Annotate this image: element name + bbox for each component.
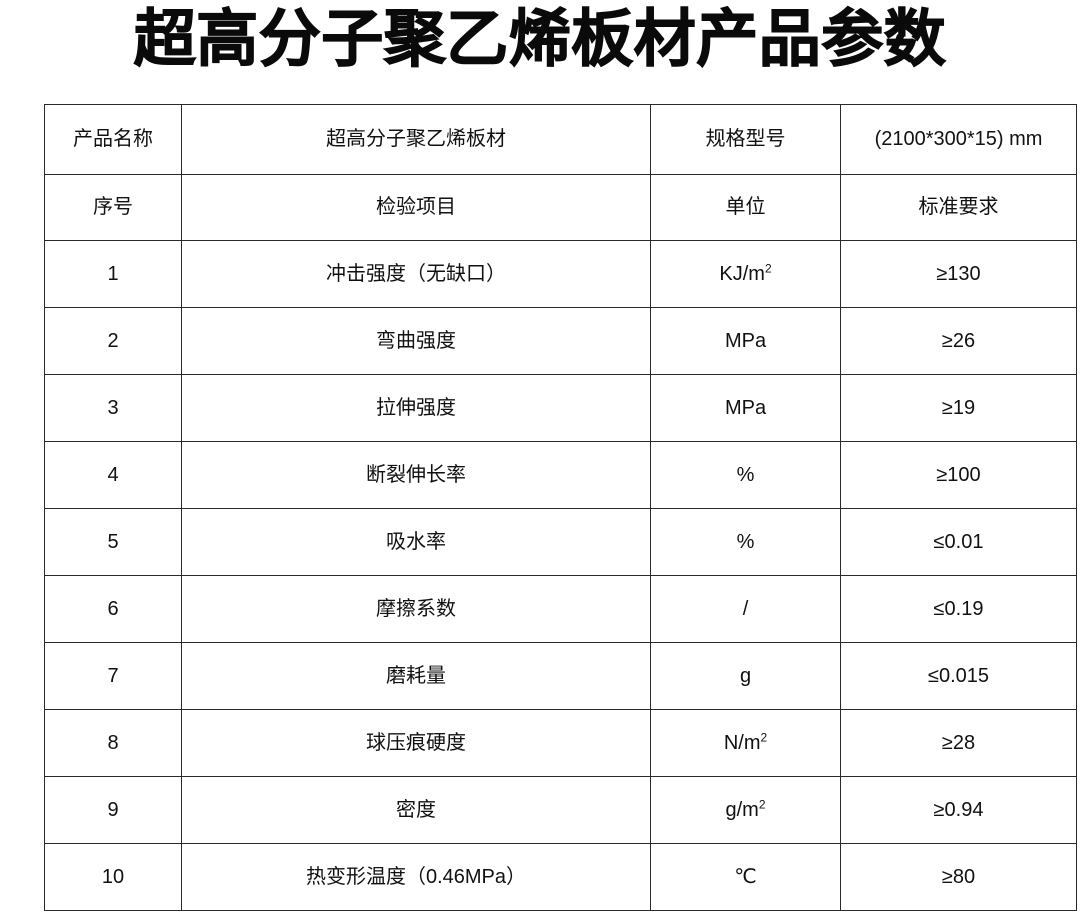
product-name-value: 超高分子聚乙烯板材 (181, 104, 651, 175)
unit-base: % (736, 463, 755, 486)
column-header-row: 序号 检验项目 单位 标准要求 检验结果 单项结论 (44, 174, 1077, 241)
cell-standard: ≥130 (840, 240, 1077, 308)
cell-item: 磨耗量 (181, 642, 651, 710)
cell-no: 2 (44, 307, 182, 375)
column-header-item: 检验项目 (181, 174, 651, 241)
cell-standard: ≤0.19 (840, 575, 1077, 643)
product-header-row: 产品名称 超高分子聚乙烯板材 规格型号 (2100*300*15) mm (44, 104, 1077, 175)
cell-unit: MPa (650, 307, 841, 375)
column-header-no: 序号 (44, 174, 182, 241)
cell-no: 3 (44, 374, 182, 442)
unit-base: N/m (723, 731, 761, 754)
cell-standard: ≥100 (840, 441, 1077, 509)
product-name-label: 产品名称 (44, 104, 182, 175)
unit-base: KJ/m (719, 262, 765, 285)
cell-unit: ℃ (650, 843, 841, 911)
cell-standard: ≤0.015 (840, 642, 1077, 710)
unit-base: g (739, 664, 752, 687)
product-spec-value: (2100*300*15) mm (840, 104, 1077, 175)
unit-exponent: 2 (760, 729, 768, 744)
cell-no: 4 (44, 441, 182, 509)
product-spec-label: 规格型号 (650, 104, 841, 175)
unit-base: % (736, 530, 755, 553)
cell-item: 吸水率 (181, 508, 651, 576)
cell-unit: g (650, 642, 841, 710)
cell-standard: ≥28 (840, 709, 1077, 777)
cell-standard: ≥80 (840, 843, 1077, 911)
cell-item: 球压痕硬度 (181, 709, 651, 777)
unit-exponent: 2 (764, 260, 772, 275)
cell-item: 摩擦系数 (181, 575, 651, 643)
cell-standard: ≥19 (840, 374, 1077, 442)
cell-item: 拉伸强度 (181, 374, 651, 442)
unit-base: MPa (724, 329, 767, 352)
cell-item: 断裂伸长率 (181, 441, 651, 509)
product-parameters-table: 产品名称 超高分子聚乙烯板材 规格型号 (2100*300*15) mm 序号 … (44, 104, 1077, 911)
cell-item: 冲击强度（无缺口） (181, 240, 651, 308)
cell-unit: g/m2 (650, 776, 841, 844)
unit-exponent: 2 (758, 796, 766, 811)
unit-base: g/m (725, 798, 759, 821)
cell-no: 8 (44, 709, 182, 777)
cell-unit: N/m2 (650, 709, 841, 777)
cell-standard: ≤0.01 (840, 508, 1077, 576)
cell-no: 6 (44, 575, 182, 643)
cell-unit: / (650, 575, 841, 643)
unit-base: ℃ (734, 865, 757, 888)
table-body: 产品名称 超高分子聚乙烯板材 规格型号 (2100*300*15) mm 序号 … (44, 104, 1077, 911)
cell-no: 1 (44, 240, 182, 308)
cell-item: 弯曲强度 (181, 307, 651, 375)
unit-base: MPa (724, 396, 767, 419)
cell-item: 密度 (181, 776, 651, 844)
cell-unit: KJ/m2 (650, 240, 841, 308)
cell-item: 热变形温度（0.46MPa） (181, 843, 651, 911)
cell-unit: % (650, 441, 841, 509)
cell-no: 9 (44, 776, 182, 844)
cell-standard: ≥26 (840, 307, 1077, 375)
cell-no: 10 (44, 843, 182, 911)
cell-no: 5 (44, 508, 182, 576)
column-header-unit: 单位 (650, 174, 841, 241)
cell-standard: ≥0.94 (840, 776, 1077, 844)
column-header-standard: 标准要求 (840, 174, 1077, 241)
cell-unit: % (650, 508, 841, 576)
cell-unit: MPa (650, 374, 841, 442)
unit-base: / (742, 597, 749, 620)
page-title: 超高分子聚乙烯板材产品参数 (133, 4, 947, 74)
cell-no: 7 (44, 642, 182, 710)
